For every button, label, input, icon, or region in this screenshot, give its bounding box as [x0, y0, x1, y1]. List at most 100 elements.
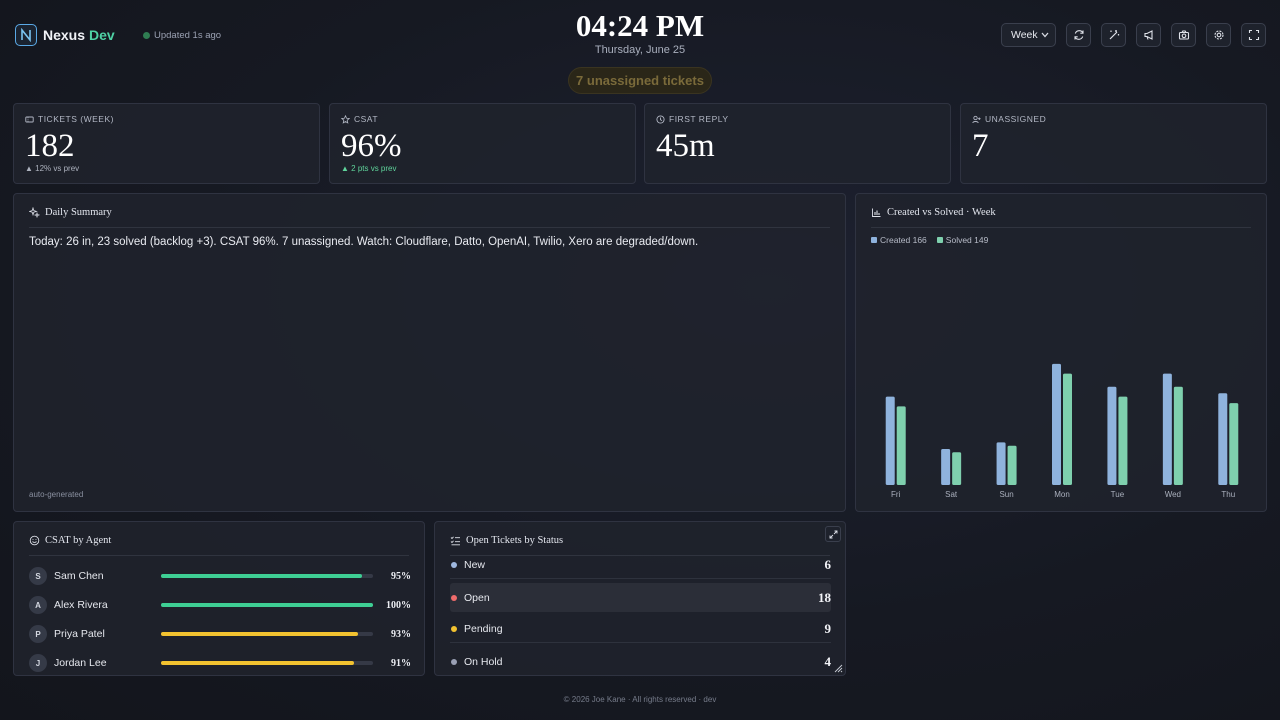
magic-button[interactable]	[1101, 23, 1126, 47]
csat-bar-track	[161, 632, 373, 636]
status-row[interactable]: On Hold 4	[450, 648, 832, 675]
agent-name: Priya Patel	[54, 628, 105, 640]
agent-row[interactable]: S Sam Chen 95%	[29, 566, 411, 586]
panel-title: Open Tickets by Status	[466, 535, 564, 546]
brand-name: Nexus	[43, 27, 86, 43]
csat-bar-track	[161, 603, 373, 607]
status-row[interactable]: Open 18	[450, 583, 831, 612]
status-label: On Hold	[464, 655, 503, 668]
bar-solved-thu[interactable]	[1229, 403, 1239, 485]
brand-accent: Dev	[89, 27, 115, 43]
bar-created-tue[interactable]	[1107, 386, 1117, 485]
csat-bar-track	[161, 661, 373, 665]
status-count: 6	[824, 556, 832, 572]
summary-footnote: auto-generated	[29, 490, 84, 499]
legend-item-created[interactable]: Created 166	[871, 235, 927, 245]
agent-row[interactable]: A Alex Rivera 100%	[29, 595, 411, 615]
refresh-icon	[1073, 30, 1084, 40]
kpi-label: CSAT	[354, 114, 379, 124]
agent-row[interactable]: J Jordan Lee 91%	[29, 653, 411, 673]
bar-solved-fri[interactable]	[896, 406, 906, 485]
kpi-value: 96%	[341, 128, 402, 164]
snapshot-button[interactable]	[1171, 23, 1196, 47]
agent-row[interactable]: P Priya Patel 93%	[29, 624, 411, 644]
camera-icon	[1178, 30, 1189, 40]
csat-bar-fill	[161, 661, 354, 665]
brand[interactable]: Nexus Dev	[15, 24, 115, 46]
status-row[interactable]: New 6	[450, 551, 831, 579]
smile-icon	[29, 535, 40, 546]
bar-solved-sat[interactable]	[952, 452, 962, 485]
bar-solved-sun[interactable]	[1007, 445, 1017, 485]
unassigned-alert-pill[interactable]: 7 unassigned tickets	[568, 67, 712, 94]
avatar: P	[29, 625, 47, 643]
divider	[29, 227, 830, 228]
panel-title: Daily Summary	[45, 207, 112, 218]
avatar: A	[29, 596, 47, 614]
csat-bar-fill	[161, 632, 359, 636]
fullscreen-button[interactable]	[1241, 23, 1266, 47]
ticket-icon	[25, 116, 34, 122]
status-label: Pending	[464, 622, 503, 635]
bar-solved-wed[interactable]	[1173, 386, 1183, 485]
kpi-label: FIRST REPLY	[669, 114, 729, 124]
csat-bar-track	[161, 574, 373, 578]
x-tick-label: Sat	[945, 490, 958, 499]
agent-name: Alex Rivera	[54, 599, 108, 611]
status-count: 18	[818, 589, 831, 605]
legend-swatch-created	[871, 237, 877, 243]
range-select[interactable]: Week	[1001, 23, 1056, 47]
resize-handle-icon[interactable]	[833, 663, 843, 673]
legend-item-solved[interactable]: Solved 149	[936, 235, 989, 245]
list-checks-icon	[450, 536, 460, 546]
status-dot-icon	[451, 561, 457, 568]
kpi-value: 45m	[656, 128, 715, 164]
legend-label-solved: Solved 149	[945, 235, 989, 245]
status-count: 4	[824, 653, 832, 669]
kpi-card-csat[interactable]: CSAT 96% ▲ 2 pts vs prev	[329, 103, 636, 184]
agent-csat-pct: 100%	[386, 599, 411, 611]
x-tick-label: Mon	[1054, 490, 1070, 499]
toolbar: Week	[1001, 23, 1266, 47]
bar-created-mon[interactable]	[1052, 363, 1061, 485]
legend-swatch-solved	[936, 237, 943, 243]
bar-solved-mon[interactable]	[1063, 373, 1072, 485]
announce-button[interactable]	[1136, 23, 1161, 47]
expand-icon	[829, 530, 837, 538]
legend-label-created: Created 166	[880, 235, 927, 245]
kpi-card-tickets[interactable]: TICKETS (WEEK) 182 ▲ 12% vs prev	[13, 103, 320, 184]
header: Nexus Dev Updated 1s ago 04:24 PM Thursd…	[0, 0, 1280, 100]
kpi-label: TICKETS (WEEK)	[38, 114, 114, 124]
refresh-button[interactable]	[1066, 23, 1091, 47]
range-select-value: Week	[1011, 29, 1038, 41]
status-label: New	[464, 558, 486, 571]
status-row[interactable]: Pending 9	[450, 615, 831, 643]
x-tick-label: Sun	[999, 490, 1013, 499]
kpi-card-unassigned[interactable]: UNASSIGNED 7	[960, 103, 1267, 184]
bar-created-sun[interactable]	[996, 442, 1006, 485]
agent-csat-pct: 95%	[391, 570, 411, 582]
fullscreen-icon	[1248, 29, 1259, 41]
bar-created-thu[interactable]	[1218, 393, 1228, 485]
status-count: 9	[824, 620, 832, 636]
clock-time: 04:24 PM	[575, 8, 705, 43]
kpi-card-first-reply[interactable]: FIRST REPLY 45m	[644, 103, 951, 184]
avatar: S	[29, 567, 47, 585]
status-dot-icon	[451, 594, 457, 601]
settings-button[interactable]	[1206, 23, 1231, 47]
agent-name: Jordan Lee	[54, 657, 107, 669]
expand-button[interactable]	[825, 526, 841, 542]
bar-created-wed[interactable]	[1162, 373, 1172, 485]
chevron-down-icon	[1041, 32, 1049, 38]
created-vs-solved-panel: Created vs Solved · Week Created 166 Sol…	[855, 193, 1267, 512]
bar-solved-tue[interactable]	[1118, 396, 1128, 485]
bar-created-sat[interactable]	[941, 448, 951, 485]
csat-bar-fill	[161, 603, 373, 607]
kpi-delta: ▲ 2 pts vs prev	[341, 164, 397, 173]
clock-icon	[656, 114, 665, 124]
csat-bar-fill	[161, 574, 363, 578]
gear-icon	[1213, 30, 1224, 40]
magic-wand-icon	[1109, 30, 1119, 40]
chart-title: Created vs Solved · Week	[887, 207, 996, 218]
bar-created-fri[interactable]	[885, 396, 895, 485]
